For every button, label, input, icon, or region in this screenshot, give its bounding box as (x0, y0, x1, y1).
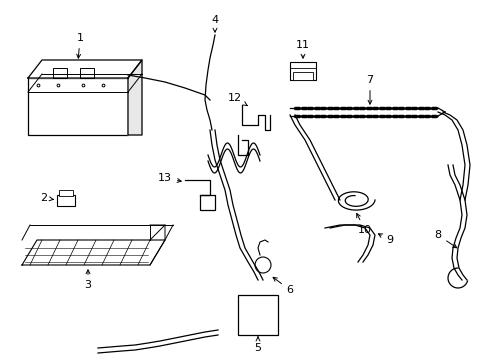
Bar (53, 68, 67, 78)
Polygon shape (128, 60, 142, 135)
Text: 10: 10 (356, 213, 371, 235)
Text: 12: 12 (227, 93, 247, 105)
Bar (28, 78, 128, 135)
Text: 3: 3 (84, 270, 91, 290)
Text: 6: 6 (272, 277, 293, 295)
Text: 11: 11 (295, 40, 309, 58)
Text: 1: 1 (76, 33, 83, 58)
Text: 9: 9 (378, 234, 393, 245)
Text: 4: 4 (211, 15, 218, 32)
Polygon shape (22, 240, 164, 265)
Text: 5: 5 (254, 337, 261, 353)
Bar (59, 190, 73, 196)
Text: 2: 2 (41, 193, 53, 203)
Bar (238, 295, 278, 335)
Polygon shape (28, 60, 142, 78)
Bar (80, 68, 94, 78)
Circle shape (254, 257, 270, 273)
Text: 13: 13 (158, 173, 181, 183)
Bar (57, 195, 75, 206)
Bar (289, 62, 315, 80)
Bar (292, 72, 312, 80)
Text: 7: 7 (366, 75, 373, 104)
Text: 8: 8 (433, 230, 456, 248)
